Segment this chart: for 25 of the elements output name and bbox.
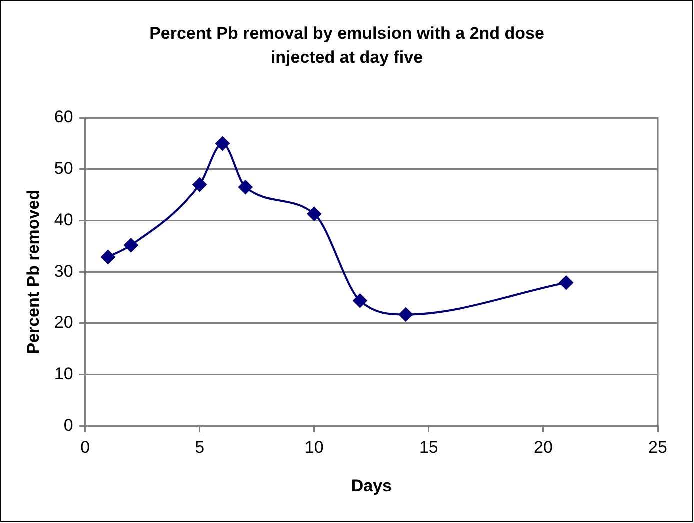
point: [192, 178, 207, 192]
y-tick-label: 40: [54, 210, 74, 230]
point: [238, 180, 253, 194]
x-tick-label: 25: [648, 438, 668, 458]
y-tick-label: 0: [64, 416, 74, 435]
x-tick-label: 5: [195, 438, 205, 458]
point: [307, 207, 322, 222]
x-axis-title: Days: [351, 476, 392, 496]
x-tick-label: 15: [419, 438, 438, 458]
x-tick-label: 0: [80, 438, 90, 458]
x-tick-label: 10: [304, 438, 324, 458]
y-tick-label: 50: [54, 159, 74, 178]
y-tick-label: 20: [54, 313, 74, 332]
point: [124, 238, 138, 252]
point: [399, 308, 414, 322]
point: [216, 136, 230, 151]
y-tick-label: 60: [54, 108, 74, 127]
y-tick-label: 10: [54, 364, 74, 384]
chart-title: Percent Pb removal by emulsion with a 2nd dose injected at day five: [150, 24, 544, 68]
point: [101, 250, 116, 264]
x-tick-label: 20: [534, 438, 553, 458]
y-axis-title: Percent Pb removed: [24, 190, 43, 354]
y-tick-label: 30: [54, 262, 74, 281]
point: [353, 294, 368, 308]
point: [559, 276, 574, 290]
